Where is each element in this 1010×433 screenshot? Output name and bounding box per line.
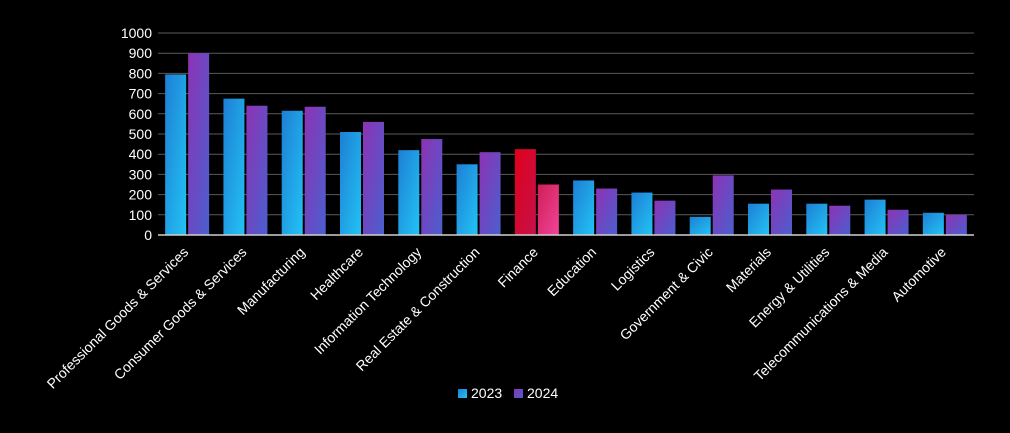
bar-2023 bbox=[864, 199, 886, 235]
y-tick-label: 700 bbox=[129, 86, 153, 102]
x-category-label: Automotive bbox=[888, 244, 949, 305]
legend-swatch-2023 bbox=[458, 389, 467, 398]
bar-2023 bbox=[398, 150, 420, 235]
bar-2024 bbox=[246, 105, 268, 235]
y-tick-label: 100 bbox=[129, 207, 153, 223]
y-tick-label: 0 bbox=[144, 227, 152, 243]
x-category-label: Materials bbox=[723, 244, 774, 295]
legend: 2023 2024 bbox=[458, 385, 558, 401]
y-tick-label: 500 bbox=[129, 126, 153, 142]
bars bbox=[165, 53, 967, 236]
bar-2024 bbox=[479, 152, 501, 235]
bar-2024 bbox=[771, 189, 792, 235]
bar-2024 bbox=[596, 188, 618, 235]
x-category-label: Information Technology bbox=[311, 244, 424, 357]
y-tick-label: 800 bbox=[129, 65, 153, 81]
bar-2024 bbox=[829, 205, 851, 235]
y-tick-label: 900 bbox=[129, 45, 153, 61]
bar-2024 bbox=[654, 200, 676, 235]
x-category-label: Finance bbox=[494, 244, 541, 291]
bar-2023 bbox=[748, 203, 769, 235]
legend-swatch-2024 bbox=[514, 389, 523, 398]
bar-2023 bbox=[806, 203, 828, 235]
gridlines bbox=[158, 32, 974, 216]
y-tick-label: 1000 bbox=[121, 25, 152, 41]
bar-2024 bbox=[712, 175, 734, 235]
bar-2023 bbox=[456, 164, 478, 235]
bar-2024 bbox=[304, 106, 326, 235]
bar-2024 bbox=[363, 121, 384, 235]
bar-2023 bbox=[340, 131, 361, 235]
bar-2024 bbox=[188, 53, 210, 236]
bar-2023 bbox=[281, 110, 303, 235]
bar-2023 bbox=[165, 74, 187, 235]
y-tick-label: 400 bbox=[129, 146, 153, 162]
bar-2023 bbox=[631, 192, 653, 235]
x-category-label: Real Estate & Construction bbox=[353, 244, 483, 374]
y-tick-label: 300 bbox=[129, 166, 153, 182]
bar-2024 bbox=[945, 214, 967, 235]
y-axis-ticks: 0 100 200 300 400 500 600 700 800 900 1000 bbox=[121, 25, 152, 243]
legend-label-2023: 2023 bbox=[471, 385, 502, 401]
bar-2024 bbox=[887, 209, 909, 235]
bar-2023 bbox=[573, 180, 595, 235]
x-category-label: Education bbox=[544, 244, 599, 299]
bar-2023 bbox=[514, 149, 536, 235]
bar-2023 bbox=[689, 216, 711, 235]
bar-2024 bbox=[537, 184, 559, 235]
bar-2023 bbox=[223, 98, 245, 236]
y-tick-label: 200 bbox=[129, 187, 153, 203]
bar-2024 bbox=[421, 139, 443, 235]
y-tick-label: 600 bbox=[129, 106, 153, 122]
x-category-label: Logistics bbox=[608, 244, 658, 294]
x-category-label: Healthcare bbox=[307, 244, 366, 303]
bar-2023 bbox=[922, 212, 944, 235]
legend-label-2024: 2024 bbox=[527, 385, 558, 401]
